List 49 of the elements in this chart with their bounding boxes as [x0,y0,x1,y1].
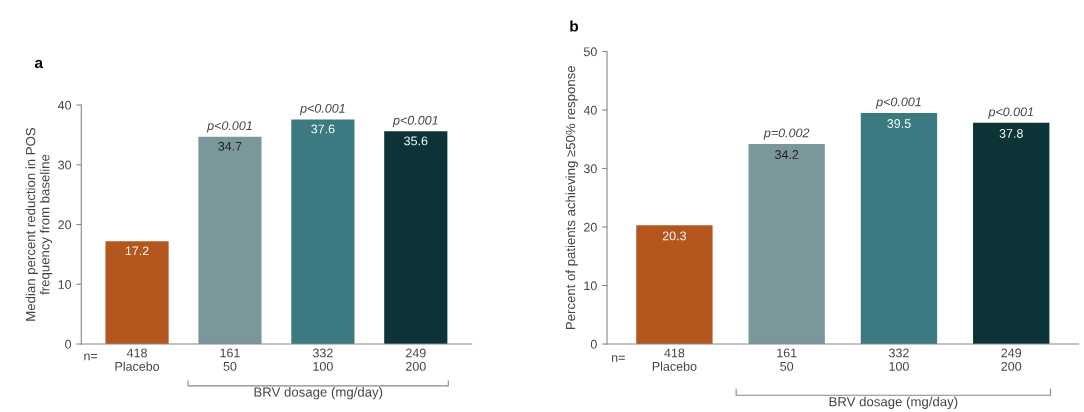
bar [105,241,169,345]
y-tick-label: 50 [583,47,597,57]
annotation: p<0.001 [875,97,921,109]
data-label: 37.8 [999,129,1023,138]
y-tick-label: 30 [583,164,597,174]
x-tick-label: 161 50 [777,348,797,371]
bar [973,122,1050,345]
y-axis-title: Percent of patients achieving ≥50% response [565,65,578,330]
x-tick-label: 418 Placebo [115,348,160,371]
y-tick-label: 40 [57,100,72,110]
annotation: p<0.001 [206,121,252,133]
annotation: p<0.001 [299,103,345,116]
y-axis-title: Median percent reduction in POS frequency from baseline [25,127,53,321]
data-label: 17.2 [125,246,149,256]
annotation: p=0.002 [763,128,810,140]
y-tick-label: 30 [58,160,72,170]
y-tick-label: 10 [58,280,72,289]
y-tick-label: 0 [590,339,597,349]
x-tick-label: 332 100 [312,348,333,371]
x-tick-label: 332 100 [889,348,909,371]
y-tick-label: 0 [65,339,72,349]
annotation: p<0.001 [392,115,438,128]
text: n= [611,355,625,362]
data-label: 35.6 [404,136,428,146]
x-axis-title: BRV dosage (mg/day) [254,387,383,400]
x-tick-label: 249 200 [405,348,426,371]
x-tick-label: 418 Placebo [652,348,697,371]
text: n= [84,353,98,361]
bar [291,119,355,345]
data-label: 20.3 [662,231,687,241]
bar [748,143,825,345]
data-label: 34.2 [774,150,799,159]
data-label: 37.6 [311,124,335,134]
y-tick-label: 20 [584,222,597,232]
chart-title: b [570,20,579,32]
data-label: 34.7 [218,141,242,151]
x-tick-label: 249 200 [1001,348,1022,371]
bar [636,225,713,345]
annotation: p<0.001 [988,107,1033,119]
bar [384,131,448,345]
chart-title: a [34,59,44,69]
x-axis-title: BRV dosage (mg/day) [829,396,958,409]
y-tick-label: 10 [584,281,597,291]
y-tick-label: 20 [58,220,72,230]
data-label: 39.5 [887,119,911,128]
y-tick-label: 40 [583,105,597,115]
x-tick-label: 161 50 [220,348,240,371]
bar [860,112,938,345]
bar [198,136,262,345]
